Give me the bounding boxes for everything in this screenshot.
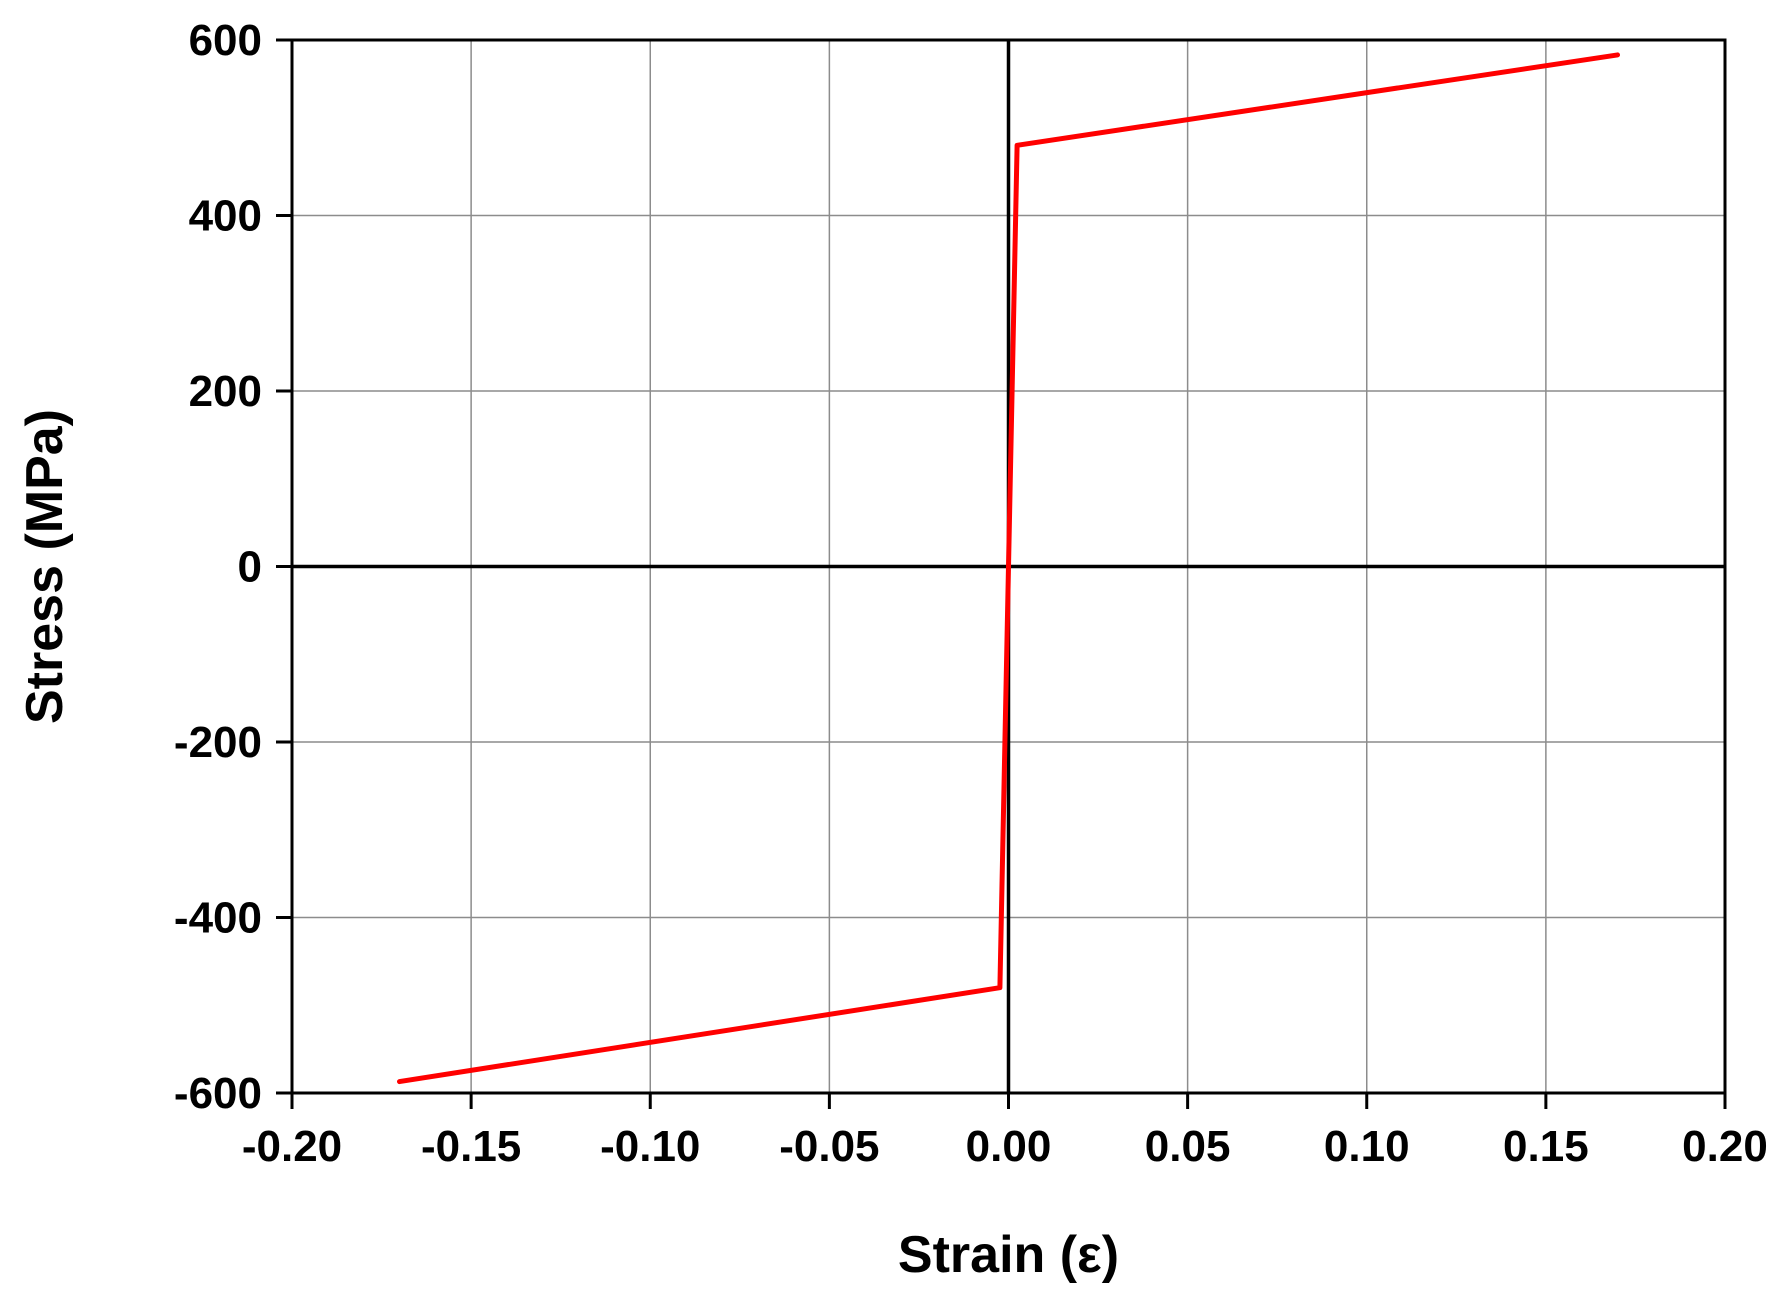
x-axis-ticks: -0.20 -0.15 -0.10 -0.05 0.00 0.05 0.10 0.15 0.20 (242, 1093, 1768, 1171)
x-tick-label: -0.15 (421, 1122, 521, 1171)
y-axis-title: Stress (MPa) (16, 409, 74, 724)
y-axis-ticks: -600 -400 -200 0 200 400 600 (174, 16, 292, 1118)
y-tick-label: 0 (238, 543, 262, 592)
series-layer (396, 52, 1621, 1085)
x-tick-label: 0.00 (966, 1122, 1052, 1171)
x-tick-label: 0.15 (1503, 1122, 1589, 1171)
y-tick-label: 400 (189, 192, 262, 241)
y-tick-label: 600 (189, 16, 262, 65)
x-axis-title: Strain (ε) (898, 1226, 1119, 1284)
x-tick-label: -0.20 (242, 1122, 342, 1171)
x-tick-label: 0.20 (1682, 1122, 1768, 1171)
y-tick-label: -200 (174, 718, 262, 767)
x-tick-label: -0.05 (779, 1122, 879, 1171)
y-tick-label: -600 (174, 1069, 262, 1118)
y-tick-label: -400 (174, 894, 262, 943)
series-line (396, 52, 1621, 1085)
x-tick-label: 0.05 (1145, 1122, 1231, 1171)
x-tick-label: 0.10 (1324, 1122, 1410, 1171)
x-tick-label: -0.10 (600, 1122, 700, 1171)
y-tick-label: 200 (189, 367, 262, 416)
